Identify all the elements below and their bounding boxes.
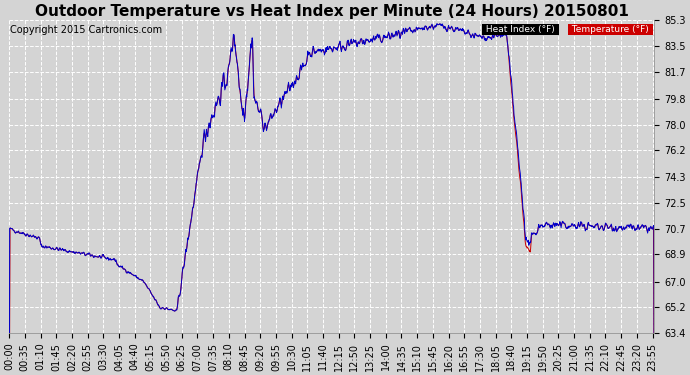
Text: Temperature (°F): Temperature (°F) xyxy=(569,25,652,34)
Text: Copyright 2015 Cartronics.com: Copyright 2015 Cartronics.com xyxy=(10,25,162,35)
Text: Heat Index (°F): Heat Index (°F) xyxy=(484,25,558,34)
Title: Outdoor Temperature vs Heat Index per Minute (24 Hours) 20150801: Outdoor Temperature vs Heat Index per Mi… xyxy=(34,4,629,19)
